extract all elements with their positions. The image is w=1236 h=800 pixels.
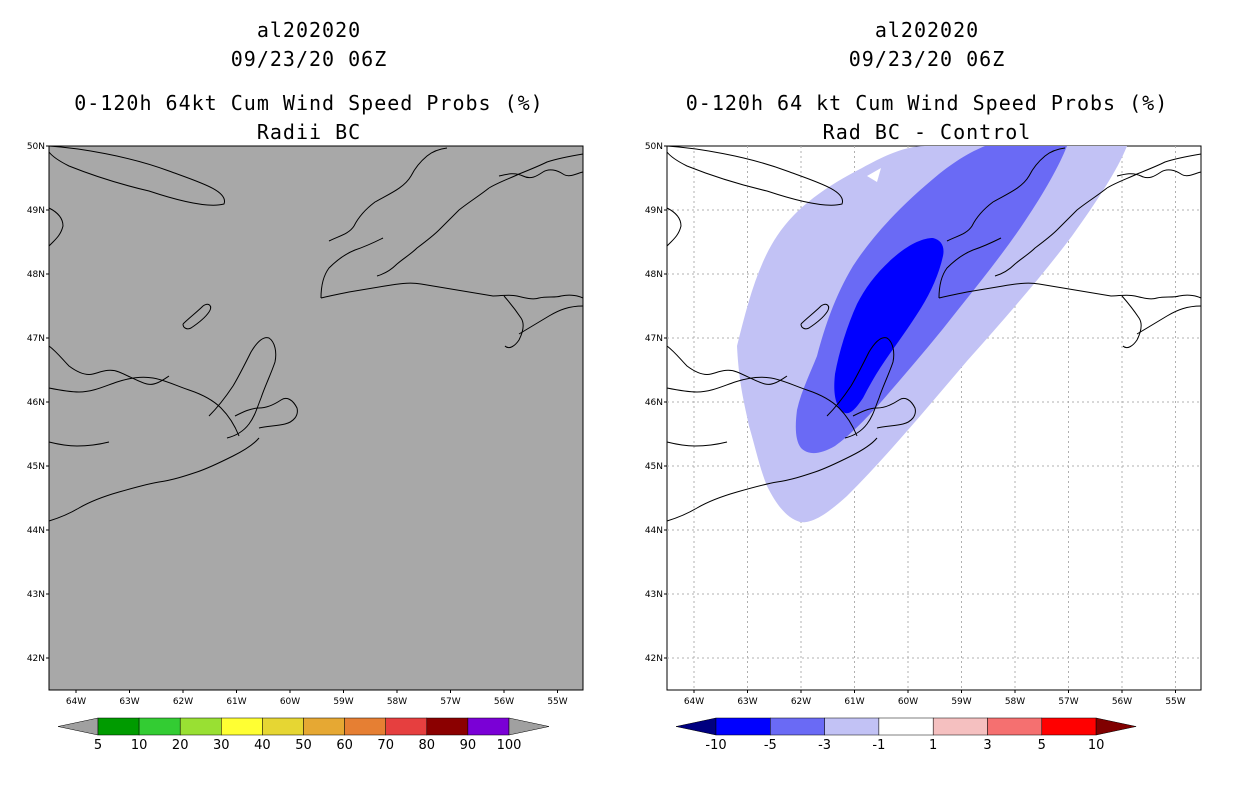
right-lon-label: 60W: [898, 697, 918, 707]
left-lat-label: 49N: [27, 206, 45, 216]
left-panel: al202020 09/23/20 06Z 0-120h 64kt Cum Wi…: [27, 18, 584, 753]
right-lat-label: 46N: [645, 398, 663, 408]
left-storm-id: al202020: [256, 18, 362, 42]
left-subtitle: Radii BC: [256, 120, 362, 144]
left-colorbar-label: 20: [172, 738, 189, 753]
left-lat-label: 43N: [27, 590, 45, 600]
left-lon-label: 63W: [119, 697, 139, 707]
left-lat-label: 46N: [27, 398, 45, 408]
right-lat-label: 44N: [645, 526, 663, 536]
right-storm-id: al202020: [874, 18, 980, 42]
right-lat-label: 47N: [645, 334, 663, 344]
left-colorbar-label: 90: [460, 738, 477, 753]
right-subtitle: Rad BC - Control: [822, 120, 1032, 144]
right-colorbar-segment: [824, 717, 880, 736]
right-colorbar-label: 1: [929, 738, 937, 753]
right-colorbar-arrow-left: [675, 717, 717, 736]
right-map-area: [666, 145, 1202, 691]
right-lat-label: 48N: [645, 270, 663, 280]
right-colorbar-label: -1: [872, 738, 885, 753]
right-colorbar-segment: [1041, 717, 1097, 736]
left-map-background: [48, 145, 584, 691]
right-lon-label: 59W: [951, 697, 971, 707]
left-lat-label: 45N: [27, 462, 45, 472]
left-lon-label: 60W: [280, 697, 300, 707]
left-colorbar-segment: [262, 717, 304, 736]
left-lon-label: 55W: [547, 697, 567, 707]
left-lon-label: 64W: [66, 697, 86, 707]
left-colorbar-label: 40: [254, 738, 271, 753]
left-colorbar-label: 80: [419, 738, 436, 753]
left-colorbar-label: 70: [377, 738, 394, 753]
left-lat-label: 44N: [27, 526, 45, 536]
left-lon-label: 61W: [226, 697, 246, 707]
right-datetime: 09/23/20 06Z: [848, 47, 1006, 71]
right-colorbar-segment: [932, 717, 988, 736]
left-product-title: 0-120h 64kt Cum Wind Speed Probs (%): [74, 91, 544, 115]
right-lat-label: 42N: [645, 654, 663, 664]
right-lat-label: 43N: [645, 590, 663, 600]
right-product-title: 0-120h 64 kt Cum Wind Speed Probs (%): [685, 91, 1169, 115]
right-lat-label: 50N: [645, 142, 663, 152]
left-colorbar-segment: [97, 717, 140, 736]
right-colorbar-segment: [715, 717, 771, 736]
right-colorbar-label: -5: [764, 738, 777, 753]
right-colorbar-segment: [770, 717, 825, 736]
left-colorbar-segment: [385, 717, 428, 736]
right-colorbar-label: 3: [983, 738, 991, 753]
right-colorbar-arrow-right: [1095, 717, 1137, 736]
left-lon-label: 57W: [440, 697, 460, 707]
left-lat-label: 48N: [27, 270, 45, 280]
right-lon-label: 62W: [791, 697, 811, 707]
left-lat-label: 50N: [27, 142, 45, 152]
right-lon-label: 64W: [684, 697, 704, 707]
left-colorbar-label: 30: [213, 738, 230, 753]
left-colorbar-arrow-left: [57, 717, 99, 736]
right-lat-label: 45N: [645, 462, 663, 472]
right-colorbar-label: 10: [1088, 738, 1105, 753]
left-map-area: [48, 145, 584, 691]
left-lat-label: 42N: [27, 654, 45, 664]
right-colorbar-label: -10: [705, 738, 726, 753]
left-colorbar-segment: [303, 717, 345, 736]
right-colorbar-label: 5: [1038, 738, 1046, 753]
right-colorbar-segment: [878, 717, 934, 736]
left-lon-label: 56W: [494, 697, 514, 707]
right-lon-label: 55W: [1165, 697, 1185, 707]
left-colorbar-label: 10: [131, 738, 148, 753]
contour-dark-blue: [834, 238, 944, 414]
right-lon-label: 61W: [844, 697, 864, 707]
left-colorbar-segment: [344, 717, 386, 736]
left-colorbar-label: 100: [497, 738, 522, 753]
right-lon-label: 57W: [1058, 697, 1078, 707]
left-colorbar-label: 5: [94, 738, 102, 753]
left-colorbar-label: 60: [336, 738, 353, 753]
right-lon-label: 63W: [737, 697, 757, 707]
left-colorbar-segment: [426, 717, 469, 736]
right-map: 50N 49N 48N 47N 46N 45N 44N 43N 42N 64W 63W 62W 61W 6…: [645, 142, 1202, 753]
left-datetime: 09/23/20 06Z: [230, 47, 388, 71]
left-colorbar-segment: [221, 717, 263, 736]
left-colorbar-segment: [138, 717, 181, 736]
left-map: 50N 49N 48N 47N 46N 45N 44N 43N 42N 64W 63W 62W 61W 6…: [27, 142, 584, 753]
left-colorbar-segment: [467, 717, 510, 736]
left-lon-label: 58W: [387, 697, 407, 707]
right-lat-label: 49N: [645, 206, 663, 216]
left-lon-label: 62W: [173, 697, 193, 707]
right-colorbar-label: -3: [818, 738, 831, 753]
left-colorbar-arrow-right: [508, 717, 550, 736]
right-lon-label: 56W: [1112, 697, 1132, 707]
left-colorbar-label: 50: [295, 738, 312, 753]
left-lat-label: 47N: [27, 334, 45, 344]
left-lon-label: 59W: [333, 697, 353, 707]
left-colorbar-segment: [179, 717, 222, 736]
right-colorbar-segment: [987, 717, 1043, 736]
right-lon-label: 58W: [1005, 697, 1025, 707]
right-panel: al202020 09/23/20 06Z 0-120h 64 kt Cum W…: [618, 0, 1236, 800]
